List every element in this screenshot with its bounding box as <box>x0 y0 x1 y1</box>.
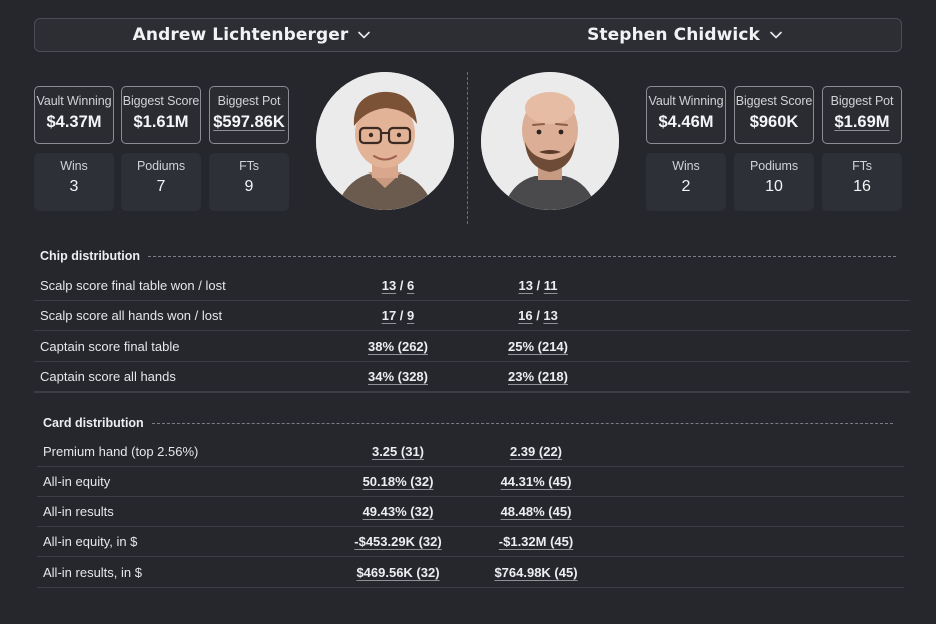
stat-value-link[interactable]: $597.86K <box>213 113 285 131</box>
stat-podiums-right: Podiums 10 <box>734 153 814 211</box>
value-left: 13 / 6 <box>381 278 415 293</box>
value-left[interactable]: 38% (262) <box>368 339 428 354</box>
stat-biggest-score-left: Biggest Score $1.61M <box>121 86 201 144</box>
value-right[interactable]: 25% (214) <box>508 339 568 354</box>
stat-label: Biggest Pot <box>217 94 281 108</box>
value-link[interactable]: 6 <box>407 278 415 293</box>
player-select-right[interactable]: Stephen Chidwick <box>468 19 901 51</box>
row-label: Scalp score final table won / lost <box>40 278 226 293</box>
stat-value: $960K <box>749 113 799 131</box>
stat-label: FTs <box>852 159 872 173</box>
stat-label: Biggest Score <box>735 94 813 108</box>
row-label: All-in results <box>43 504 114 519</box>
value-left[interactable]: 49.43% (32) <box>362 504 434 519</box>
stat-label: Vault Winning <box>36 94 112 108</box>
value-right[interactable]: 48.48% (45) <box>500 504 572 519</box>
stat-label: Vault Winning <box>648 94 724 108</box>
stat-label: Biggest Score <box>122 94 200 108</box>
section-divider <box>151 422 893 424</box>
stat-label: Biggest Pot <box>830 94 894 108</box>
row-label: Premium hand (top 2.56%) <box>43 444 199 459</box>
row-label: Captain score all hands <box>40 369 176 384</box>
row-label: All-in equity, in $ <box>43 534 138 549</box>
value-right[interactable]: 2.39 (22) <box>509 444 563 459</box>
stat-value: 10 <box>765 178 783 195</box>
stat-vault-winning-right: Vault Winning $4.46M <box>646 86 726 144</box>
table-row: Premium hand (top 2.56%) 3.25 (31) 2.39 … <box>37 437 904 467</box>
value-left: 17 / 9 <box>381 308 415 323</box>
section-divider <box>147 255 896 257</box>
chevron-down-icon <box>770 31 782 39</box>
stat-podiums-left: Podiums 7 <box>121 153 201 211</box>
value-link[interactable]: 11 <box>543 278 558 293</box>
value-left[interactable]: $469.56K (32) <box>356 565 440 580</box>
table-row: Captain score final table 38% (262) 25% … <box>34 332 910 362</box>
row-label: All-in results, in $ <box>43 565 142 580</box>
row-label: Scalp score all hands won / lost <box>40 308 223 323</box>
section-title-card: Card distribution <box>43 416 893 430</box>
stat-label: Podiums <box>137 159 185 173</box>
stat-value: 2 <box>681 178 691 195</box>
player-selector-bar: Andrew Lichtenberger Stephen Chidwick <box>34 18 902 52</box>
stat-value: 16 <box>853 178 871 195</box>
table-row: Scalp score final table won / lost 13 / … <box>34 271 910 301</box>
row-label: All-in equity <box>43 474 111 489</box>
player-name-left: Andrew Lichtenberger <box>132 25 349 45</box>
value-link[interactable]: 16 <box>518 308 533 323</box>
stat-label: FTs <box>239 159 259 173</box>
stat-value: $4.46M <box>658 113 714 131</box>
value-right[interactable]: 44.31% (45) <box>500 474 572 489</box>
table-row: All-in results, in $ $469.56K (32) $764.… <box>37 558 904 588</box>
value-right: 16 / 13 <box>518 308 558 323</box>
value-link[interactable]: 13 <box>518 278 533 293</box>
stat-value-link[interactable]: $1.69M <box>834 113 890 131</box>
stat-wins-right: Wins 2 <box>646 153 726 211</box>
stat-value: 3 <box>69 178 79 195</box>
avatar-left <box>316 72 454 210</box>
value-left[interactable]: 34% (328) <box>368 369 428 384</box>
stat-value: 7 <box>156 178 166 195</box>
section-title-chip: Chip distribution <box>40 249 896 263</box>
value-link[interactable]: 13 <box>381 278 397 293</box>
stat-value: $4.37M <box>46 113 102 131</box>
section-title-text: Card distribution <box>43 416 144 430</box>
stat-wins-left: Wins 3 <box>34 153 114 211</box>
stat-vault-winning-left: Vault Winning $4.37M <box>34 86 114 144</box>
value-right: 13 / 11 <box>518 278 558 293</box>
stat-value: $1.61M <box>133 113 189 131</box>
value-right[interactable]: -$1.32M (45) <box>498 534 574 549</box>
value-left[interactable]: 50.18% (32) <box>362 474 434 489</box>
stat-value: 9 <box>244 178 254 195</box>
value-right[interactable]: 23% (218) <box>508 369 568 384</box>
stat-label: Wins <box>60 159 88 173</box>
row-label: Captain score final table <box>40 339 180 354</box>
table-row: Scalp score all hands won / lost 17 / 9 … <box>34 301 910 331</box>
stat-fts-right: FTs 16 <box>822 153 902 211</box>
value-link[interactable]: 17 <box>381 308 397 323</box>
avatar-right <box>481 72 619 210</box>
value-left[interactable]: -$453.29K (32) <box>354 534 442 549</box>
stat-label: Podiums <box>750 159 798 173</box>
table-row: All-in equity 50.18% (32) 44.31% (45) <box>37 467 904 497</box>
stat-biggest-score-right: Biggest Score $960K <box>734 86 814 144</box>
stat-biggest-pot-left[interactable]: Biggest Pot $597.86K <box>209 86 289 144</box>
value-link[interactable]: 9 <box>407 308 415 323</box>
stat-label: Wins <box>672 159 700 173</box>
stat-fts-left: FTs 9 <box>209 153 289 211</box>
player-name-right: Stephen Chidwick <box>587 25 760 45</box>
value-right[interactable]: $764.98K (45) <box>494 565 578 580</box>
table-row: All-in equity, in $ -$453.29K (32) -$1.3… <box>37 527 904 557</box>
table-row: All-in results 49.43% (32) 48.48% (45) <box>37 497 904 527</box>
value-link[interactable]: 13 <box>543 308 558 323</box>
player-select-left[interactable]: Andrew Lichtenberger <box>35 19 468 51</box>
section-title-text: Chip distribution <box>40 249 140 263</box>
section-separator <box>34 392 910 393</box>
table-row: Captain score all hands 34% (328) 23% (2… <box>34 362 910 392</box>
chevron-down-icon <box>358 31 371 39</box>
stat-biggest-pot-right[interactable]: Biggest Pot $1.69M <box>822 86 902 144</box>
value-left[interactable]: 3.25 (31) <box>371 444 425 459</box>
player-divider <box>467 72 468 224</box>
